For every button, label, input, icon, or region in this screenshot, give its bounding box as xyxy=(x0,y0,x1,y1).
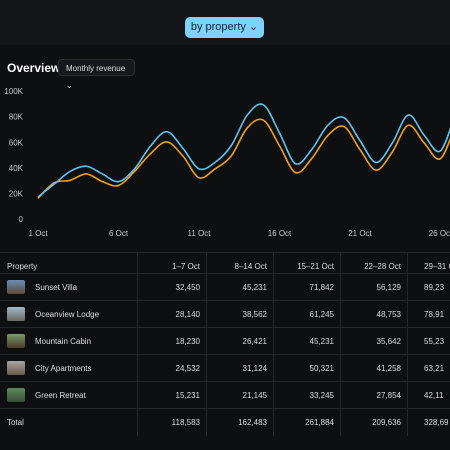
table-cell: 15–21 Oct xyxy=(273,253,340,280)
table-cell: Sunset Villa xyxy=(35,283,78,292)
table-cell: 118,583 xyxy=(137,409,206,436)
y-tick-label: 40K xyxy=(9,164,24,173)
section-title: Overview xyxy=(7,61,61,75)
table-cell: Green Retreat xyxy=(35,391,86,400)
table-cell: 56,129 xyxy=(340,274,407,301)
table-cell: 78,91 xyxy=(407,301,450,328)
table-cell: 42,11 xyxy=(407,382,450,409)
table-cell: 61,245 xyxy=(273,301,340,328)
table-cell: Property xyxy=(7,262,38,271)
y-tick-label: 20K xyxy=(9,190,24,199)
dropdown-label: Monthly revenue xyxy=(66,64,126,73)
table-cell: 18,230 xyxy=(137,328,206,355)
table-cell: 32,450 xyxy=(137,274,206,301)
table-cell: 21,145 xyxy=(206,382,273,409)
y-tick-label: 60K xyxy=(9,138,24,147)
series-line xyxy=(37,118,450,199)
property-thumbnail xyxy=(7,334,25,348)
property-thumbnail xyxy=(7,388,25,402)
table-cell: 33,245 xyxy=(273,382,340,409)
table-row: Green Retreat 15,231 21,145 33,245 27,854 42,… xyxy=(0,381,450,409)
table-cell: 15,231 xyxy=(137,382,206,409)
group-button[interactable]: by property ⌄ xyxy=(185,17,264,38)
table-cell: 162,483 xyxy=(206,409,273,436)
table-cell: 1–7 Oct xyxy=(137,253,206,280)
table-cell: 41,258 xyxy=(340,355,407,382)
x-tick-label: 26 Oct xyxy=(429,229,450,238)
series-line xyxy=(37,103,450,198)
table-cell: 261,884 xyxy=(273,409,340,436)
property-thumbnail xyxy=(7,361,25,375)
metric-dropdown[interactable]: Monthly revenue ⌄ xyxy=(58,59,135,90)
table-cell: Total xyxy=(7,418,24,427)
x-tick-label: 6 Oct xyxy=(109,229,129,238)
table-row: City Apartments 24,532 31,124 50,321 41,258 6… xyxy=(0,354,450,382)
table-cell: 45,231 xyxy=(206,274,273,301)
table-row: Oceanview Lodge 28,140 38,562 61,245 48,753 7… xyxy=(0,300,450,328)
table-cell: 50,321 xyxy=(273,355,340,382)
table-cell: 55,23 xyxy=(407,328,450,355)
table-cell: 48,753 xyxy=(340,301,407,328)
chart: 0 20K 40K 60K 80K 100K 1 Oct 6 Oct 11 Oct 16 Oct 2… xyxy=(4,87,450,238)
table-cell: Oceanview Lodge xyxy=(35,310,100,319)
table-cell: 35,642 xyxy=(340,328,407,355)
table-cell: 26,421 xyxy=(206,328,273,355)
table-cell: 24,532 xyxy=(137,355,206,382)
table-cell: Mountain Cabin xyxy=(35,337,92,346)
table-row: Property 1–7 Oct 8–14 Oct 15–21 Oct 22–28 Oc… xyxy=(0,252,450,280)
table-cell: 71,842 xyxy=(273,274,340,301)
button-label: by property xyxy=(190,21,246,33)
table-cell: 28,140 xyxy=(137,301,206,328)
table-row: Sunset Villa 32,450 45,231 71,842 56,129 89,2… xyxy=(0,273,450,301)
table-row: Mountain Cabin 18,230 26,421 45,231 35,642 55… xyxy=(0,327,450,355)
table-cell: City Apartments xyxy=(35,364,92,373)
table-cell: 29–31 Oct xyxy=(407,253,450,280)
table-cell: 209,636 xyxy=(340,409,407,436)
x-tick-label: 21 Oct xyxy=(348,229,372,238)
x-tick-label: 1 Oct xyxy=(28,229,48,238)
table-cell: 45,231 xyxy=(273,328,340,355)
table-cell: 31,124 xyxy=(206,355,273,382)
table-row: Total 118,583 162,483 261,884 209,636 328,69 xyxy=(0,408,450,436)
table-cell: 27,854 xyxy=(340,382,407,409)
x-tick-label: 11 Oct xyxy=(188,229,212,238)
y-tick-label: 100K xyxy=(4,87,23,96)
table-cell: 22–28 Oct xyxy=(340,253,407,280)
table-cell: 63,21 xyxy=(407,355,450,382)
table-cell: 89,23 xyxy=(407,274,450,301)
y-tick-label: 80K xyxy=(9,113,24,122)
table-cell: 328,69 xyxy=(407,409,450,436)
table-cell: 8–14 Oct xyxy=(206,253,273,280)
property-thumbnail xyxy=(7,280,25,294)
table-cell: 38,562 xyxy=(206,301,273,328)
x-tick-label: 16 Oct xyxy=(268,229,292,238)
top-bar: by property ⌄ xyxy=(0,0,450,45)
y-tick-label: 0 xyxy=(19,215,24,224)
property-thumbnail xyxy=(7,307,25,321)
